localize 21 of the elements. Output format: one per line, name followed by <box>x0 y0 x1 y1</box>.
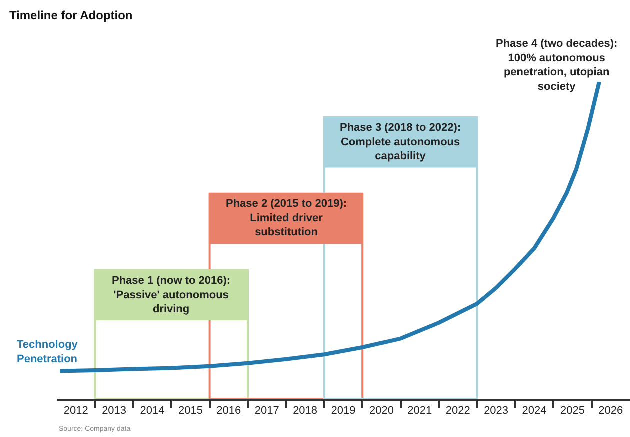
x-tick-label: 2022 <box>446 404 470 417</box>
x-tick-label: 2015 <box>178 404 203 417</box>
x-tick-label: 2016 <box>216 404 242 417</box>
x-tick-label: 2026 <box>598 404 624 417</box>
x-tick-label: 2017 <box>254 404 280 417</box>
x-tick-label: 2025 <box>560 404 585 417</box>
x-tick-label: 2018 <box>293 404 318 417</box>
x-tick-label: 2023 <box>484 404 509 417</box>
x-tick-label: 2024 <box>522 404 547 417</box>
series-label: Technology Penetration <box>17 339 79 366</box>
x-tick-label: 2012 <box>64 404 88 417</box>
band-label: Phase 3 (2018 to 2022): Complete autonomous capability <box>340 122 462 163</box>
chart-title: Timeline for Adoption <box>9 8 133 22</box>
band-label: Phase 1 (now to 2016): 'Passive' autonomous driving <box>112 275 231 316</box>
x-tick-label: 2019 <box>331 404 356 417</box>
x-tick-label: 2013 <box>102 404 127 417</box>
x-tick-label: 2020 <box>369 404 394 417</box>
annotation: Phase 4 (two decades): 100% autonomous penetration, utopian society <box>496 38 618 93</box>
x-tick-label: 2021 <box>408 404 432 417</box>
band-label: Phase 2 (2015 to 2019): Limited driver substitution <box>226 198 348 239</box>
x-tick-label: 2014 <box>140 404 165 417</box>
